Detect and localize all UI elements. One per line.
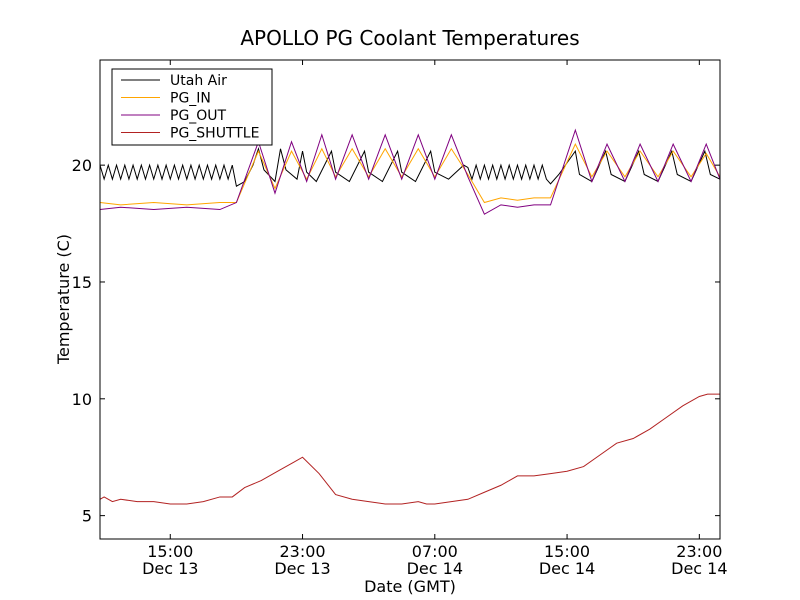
legend-label: Utah Air [170, 73, 227, 89]
x-tick-date-label: Dec 14 [539, 559, 595, 578]
x-tick-label: 15:00 [147, 542, 193, 561]
chart-title: APOLLO PG Coolant Temperatures [240, 26, 579, 50]
y-axis: 5 10 15 20 [72, 156, 720, 526]
x-tick-label: 15:00 [544, 542, 590, 561]
plot-lines [99, 128, 721, 505]
legend-label: PG_IN [170, 91, 211, 107]
y-tick-label: 10 [72, 390, 92, 409]
x-tick-label: 07:00 [412, 542, 458, 561]
series-line-pg-shuttle [99, 393, 720, 505]
x-tick-label: 23:00 [279, 542, 325, 561]
plot-frame [99, 59, 721, 540]
x-axis-title: Date (GMT) [364, 577, 456, 596]
x-tick-date-label: Dec 14 [671, 559, 727, 578]
series-line-pg-out [99, 128, 721, 215]
x-tick-date-label: Dec 13 [274, 559, 330, 578]
y-tick-label: 15 [72, 273, 92, 292]
series-line-utah-air [99, 147, 721, 187]
x-tick-date-label: Dec 14 [407, 559, 463, 578]
x-tick-label: 23:00 [676, 542, 722, 561]
x-tick-date-label: Dec 13 [142, 559, 198, 578]
series-line-pg-in [99, 142, 721, 206]
y-tick-label: 5 [82, 507, 92, 526]
y-tick-label: 20 [72, 156, 92, 175]
y-axis-title: Temperature (C) [54, 234, 73, 365]
legend-label: PG_OUT [170, 108, 227, 124]
legend-label: PG_SHUTTLE [170, 126, 259, 142]
